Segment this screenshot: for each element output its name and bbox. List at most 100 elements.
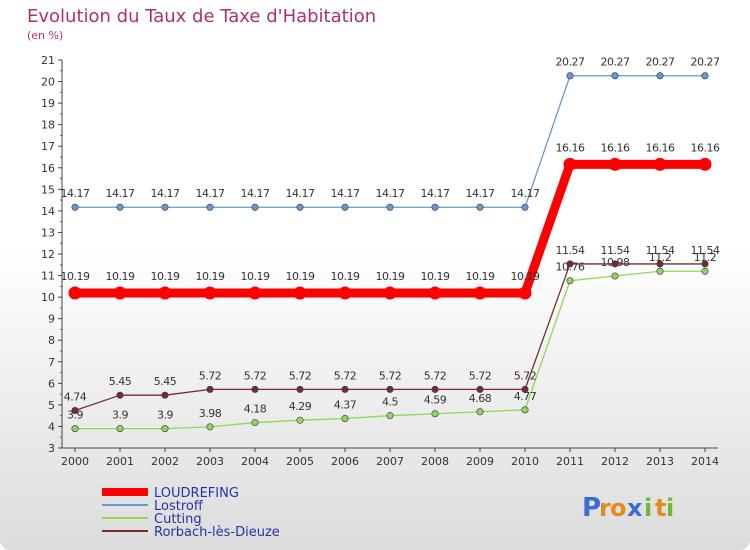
- data-point: [566, 260, 574, 268]
- legend-label-2: Cutting: [154, 512, 202, 527]
- data-point: [293, 286, 307, 300]
- data-point: [476, 408, 484, 416]
- data-point: [161, 203, 169, 211]
- brand-logo: Pr o x i t i: [582, 493, 674, 523]
- data-point: [431, 203, 439, 211]
- x-tick-label: 2007: [376, 455, 404, 468]
- x-tick-label: 2006: [331, 455, 359, 468]
- data-point: [431, 385, 439, 393]
- data-label: 14.17: [511, 187, 540, 200]
- y-tick-label: 20: [41, 76, 55, 89]
- data-label: 14.17: [421, 187, 450, 200]
- data-point: [248, 286, 262, 300]
- data-label: 14.17: [196, 187, 225, 200]
- data-label: 10.19: [241, 270, 270, 283]
- data-label: 4.77: [514, 390, 537, 403]
- data-label: 5.72: [514, 369, 537, 382]
- y-tick-label: 16: [41, 162, 55, 175]
- data-point: [476, 385, 484, 393]
- data-point: [566, 72, 574, 80]
- x-tick-label: 2000: [61, 455, 89, 468]
- data-label: 10.19: [196, 270, 225, 283]
- data-point: [251, 419, 259, 427]
- data-label: 4.74: [64, 390, 87, 403]
- y-tick-label: 5: [48, 399, 55, 412]
- data-point: [203, 286, 217, 300]
- data-label: 5.72: [469, 369, 492, 382]
- data-point: [428, 286, 442, 300]
- data-point: [341, 203, 349, 211]
- data-label: 11.2: [649, 251, 672, 264]
- data-label: 20.27: [601, 56, 630, 69]
- x-tick-label: 2009: [466, 455, 494, 468]
- data-point: [611, 72, 619, 80]
- data-point: [653, 157, 667, 171]
- data-label: 14.17: [241, 187, 270, 200]
- data-label: 4.5: [382, 396, 398, 409]
- data-point: [566, 277, 574, 285]
- data-label: 14.17: [151, 187, 180, 200]
- data-label: 4.68: [469, 392, 492, 405]
- data-label: 14.17: [466, 187, 495, 200]
- data-label: 11.54: [646, 244, 675, 257]
- data-label: 5.45: [154, 375, 177, 388]
- x-tick-label: 2014: [691, 455, 719, 468]
- x-tick-label: 2004: [241, 455, 269, 468]
- data-point: [251, 385, 259, 393]
- data-point: [71, 406, 79, 414]
- data-label: 10.19: [511, 270, 540, 283]
- x-tick-label: 2001: [106, 455, 134, 468]
- data-point: [71, 203, 79, 211]
- y-tick-label: 14: [41, 205, 55, 218]
- data-point: [608, 157, 622, 171]
- data-label: 14.17: [331, 187, 360, 200]
- y-tick-label: 18: [41, 119, 55, 132]
- x-tick-label: 2013: [646, 455, 674, 468]
- y-tick-label: 17: [41, 140, 55, 153]
- data-label: 5.72: [334, 369, 357, 382]
- data-label: 4.29: [289, 400, 312, 413]
- x-tick-label: 2008: [421, 455, 449, 468]
- data-point: [563, 157, 577, 171]
- x-tick-label: 2003: [196, 455, 224, 468]
- data-point: [116, 391, 124, 399]
- data-point: [161, 391, 169, 399]
- data-point: [158, 286, 172, 300]
- data-point: [656, 267, 664, 275]
- x-tick-label: 2012: [601, 455, 629, 468]
- data-label: 10.19: [286, 270, 315, 283]
- data-point: [698, 157, 712, 171]
- data-label: 20.27: [556, 56, 585, 69]
- data-point: [611, 272, 619, 280]
- y-tick-label: 13: [41, 226, 55, 239]
- brand-letter: i: [666, 494, 674, 522]
- data-label: 5.72: [289, 369, 312, 382]
- y-tick-label: 8: [48, 334, 55, 347]
- data-label: 5.72: [199, 369, 222, 382]
- y-tick-label: 10: [41, 291, 55, 304]
- brand-letter: o: [610, 494, 627, 522]
- data-point: [206, 203, 214, 211]
- data-label: 16.16: [646, 141, 675, 154]
- data-label: 10.19: [421, 270, 450, 283]
- legend-label-0: LOUDREFING: [154, 486, 239, 501]
- data-label: 16.16: [691, 141, 720, 154]
- unit-label: (en %): [27, 29, 64, 42]
- data-label: 16.16: [556, 141, 585, 154]
- x-tick-label: 2005: [286, 455, 314, 468]
- y-tick-label: 4: [48, 420, 55, 433]
- data-point: [296, 416, 304, 424]
- data-label: 11.54: [601, 244, 630, 257]
- y-tick-label: 15: [41, 183, 55, 196]
- data-point: [161, 425, 169, 433]
- data-point: [206, 423, 214, 431]
- data-point: [473, 286, 487, 300]
- chart-title: Evolution du Taux de Taxe d'Habitation: [27, 6, 377, 27]
- x-tick-label: 2002: [151, 455, 179, 468]
- data-point: [476, 203, 484, 211]
- data-label: 10.19: [376, 270, 405, 283]
- data-label: 5.72: [379, 369, 402, 382]
- data-label: 16.16: [601, 141, 630, 154]
- brand-letter: x: [627, 494, 643, 522]
